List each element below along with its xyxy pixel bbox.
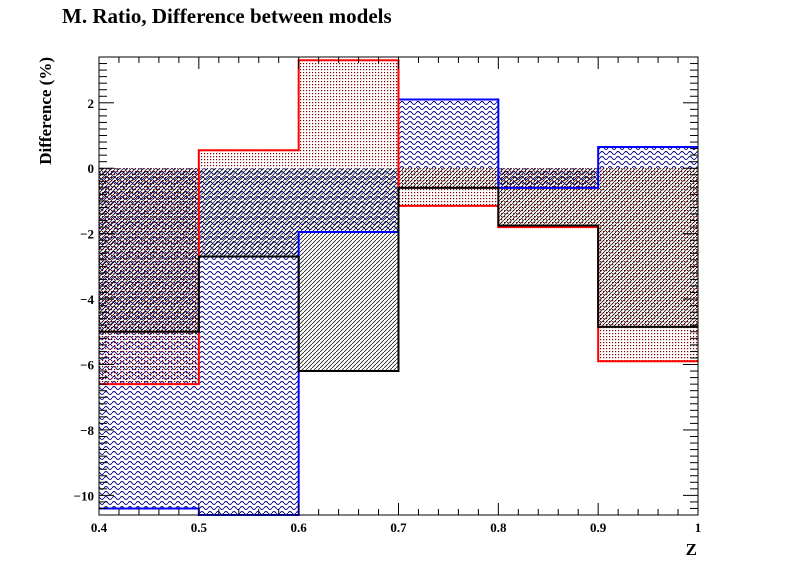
x-axis: 0.4 0.5 0.6 0.7 0.8 0.9 1 [91, 57, 701, 535]
series-3-bin-3-fill [298, 168, 399, 372]
series-3-bin-2-fill [198, 168, 299, 257]
chart-title: M. Ratio, Difference between models [62, 4, 392, 28]
y-tick-label: 0 [88, 161, 95, 176]
series-2-bin-3-fill [298, 60, 399, 169]
y-tick-label: −2 [80, 227, 94, 242]
x-tick-label: 0.9 [590, 520, 607, 535]
y-tick-label: −6 [80, 358, 94, 373]
series-3-bin-4-fill [398, 168, 499, 188]
x-axis-title: Z [686, 540, 697, 559]
series-2-bin-2-fill [198, 150, 299, 169]
series-3-bin-6-fill [598, 168, 698, 327]
y-axis-title: Difference (%) [36, 57, 55, 165]
x-tick-label: 0.4 [91, 520, 108, 535]
y-tick-label: −10 [74, 488, 94, 503]
series-1-bin-4-fill [398, 99, 499, 169]
x-tick-label: 1 [695, 520, 702, 535]
x-tick-label: 0.6 [291, 520, 308, 535]
y-tick-label: 2 [88, 96, 95, 111]
series-3-bin-1-fill [99, 168, 199, 332]
series-3-bin-5-fill [498, 168, 599, 226]
y-axis: 2 0 −2 −4 −6 −8 −10 [74, 56, 698, 509]
x-tick-label: 0.5 [191, 520, 208, 535]
y-tick-label: −4 [80, 292, 94, 307]
x-tick-label: 0.8 [490, 520, 507, 535]
series-3-line [99, 186, 698, 373]
series-fills [99, 60, 698, 515]
series-1-bin-6-fill [598, 146, 698, 169]
x-tick-label: 0.7 [390, 520, 407, 535]
y-tick-label: −8 [80, 423, 94, 438]
